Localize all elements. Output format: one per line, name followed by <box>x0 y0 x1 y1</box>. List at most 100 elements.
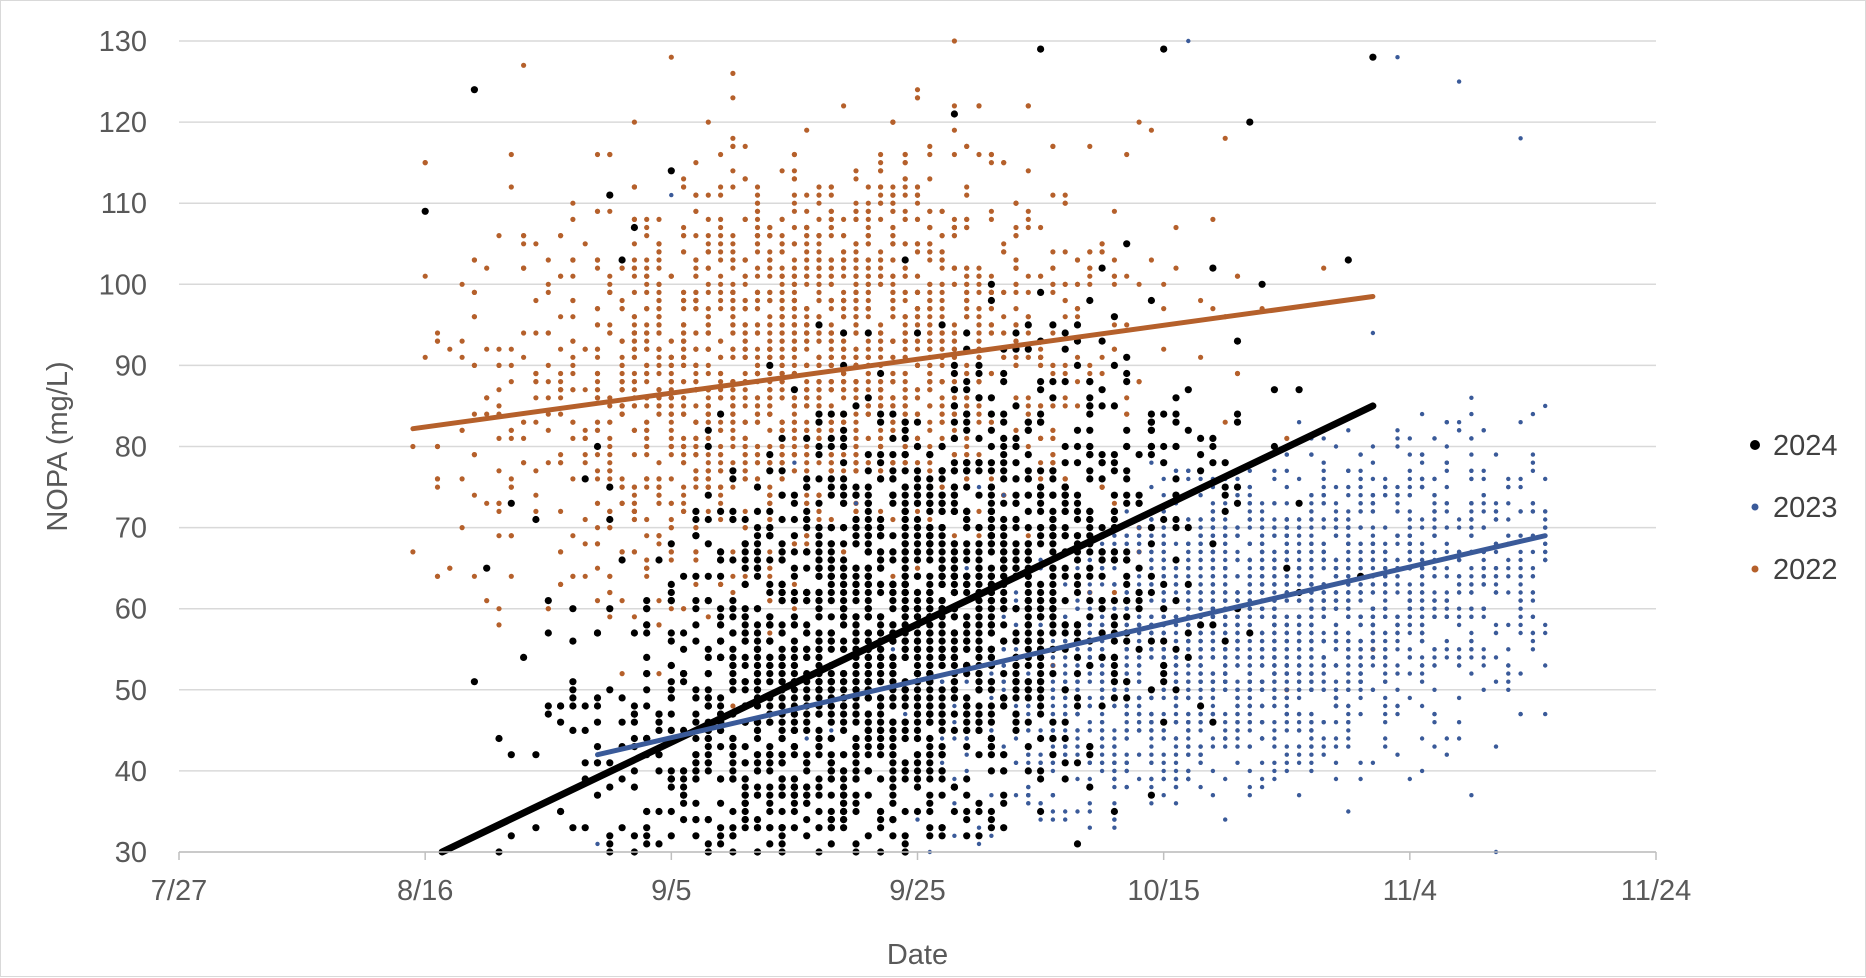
data-point <box>509 363 514 368</box>
data-point <box>1075 403 1080 408</box>
data-point <box>927 306 932 311</box>
data-point <box>1469 566 1473 570</box>
data-point <box>546 606 551 611</box>
data-point <box>1518 509 1522 513</box>
data-point <box>1494 655 1498 659</box>
data-point <box>1272 566 1276 570</box>
data-point <box>1420 485 1424 489</box>
data-point <box>866 371 871 376</box>
data-point <box>964 144 969 149</box>
data-point <box>1186 517 1190 521</box>
data-point <box>1518 598 1522 602</box>
data-point <box>743 330 748 335</box>
data-point <box>718 290 723 295</box>
data-point <box>1531 598 1535 602</box>
data-point <box>681 322 686 327</box>
data-point <box>853 460 858 465</box>
data-point <box>1013 282 1018 287</box>
data-point <box>915 322 920 327</box>
data-point <box>644 557 649 562</box>
data-point <box>1174 753 1178 757</box>
data-point <box>669 55 674 60</box>
data-point <box>1346 574 1350 578</box>
data-point <box>965 566 969 570</box>
data-point <box>1297 542 1301 546</box>
data-point <box>558 549 563 554</box>
data-point <box>1162 598 1166 602</box>
data-point <box>780 444 785 449</box>
data-point <box>656 533 661 538</box>
data-point <box>743 460 748 465</box>
data-point <box>1420 550 1424 554</box>
data-point <box>816 460 821 465</box>
data-point <box>1223 501 1227 505</box>
data-point <box>1322 655 1326 659</box>
data-point <box>681 412 686 417</box>
data-point <box>718 249 723 254</box>
data-point <box>1026 712 1030 716</box>
data-point <box>1051 704 1055 708</box>
data-point <box>952 282 957 287</box>
data-point <box>1445 525 1449 529</box>
data-point <box>681 290 686 295</box>
data-point <box>1346 534 1350 538</box>
data-point <box>1125 688 1129 692</box>
data-point <box>472 363 477 368</box>
data-point <box>940 363 945 368</box>
data-point <box>1162 688 1166 692</box>
data-point <box>1469 396 1473 400</box>
data-point <box>1125 607 1129 611</box>
data-point <box>1457 582 1461 586</box>
data-point <box>755 241 760 246</box>
data-point <box>743 525 748 530</box>
data-point <box>656 371 661 376</box>
data-point <box>1248 655 1252 659</box>
data-point <box>1174 542 1178 546</box>
data-point <box>890 290 895 295</box>
data-point <box>1482 688 1486 692</box>
data-point <box>976 152 981 157</box>
data-point <box>853 322 858 327</box>
data-point <box>1223 136 1228 141</box>
data-point <box>780 298 785 303</box>
data-point <box>1297 517 1301 521</box>
data-point <box>1383 680 1387 684</box>
data-point <box>693 290 698 295</box>
data-point <box>533 509 538 514</box>
data-point <box>1260 761 1264 765</box>
data-point <box>1235 744 1239 748</box>
data-point <box>496 403 501 408</box>
data-point <box>681 225 686 230</box>
data-point <box>1223 558 1227 562</box>
data-point <box>1371 558 1375 562</box>
data-point <box>730 549 735 554</box>
data-point <box>620 403 625 408</box>
data-point <box>1026 103 1031 108</box>
data-point <box>767 347 772 352</box>
data-point <box>866 266 871 271</box>
data-point <box>1518 590 1522 594</box>
data-point <box>644 233 649 238</box>
data-point <box>841 395 846 400</box>
data-point <box>780 339 785 344</box>
data-point <box>1358 663 1362 667</box>
data-point <box>816 387 821 392</box>
data-point <box>1161 306 1166 311</box>
data-point <box>546 330 551 335</box>
data-point <box>1063 696 1067 700</box>
data-point <box>1210 217 1215 222</box>
data-point <box>853 395 858 400</box>
data-point <box>792 209 797 214</box>
data-point <box>718 582 723 587</box>
data-point <box>804 339 809 344</box>
data-point <box>1063 395 1068 400</box>
data-point <box>607 420 612 425</box>
data-point <box>1272 655 1276 659</box>
data-point <box>521 266 526 271</box>
data-point <box>804 493 809 498</box>
data-point <box>706 395 711 400</box>
data-point <box>1026 290 1031 295</box>
data-point <box>509 533 514 538</box>
data-point <box>1334 639 1338 643</box>
data-point <box>558 274 563 279</box>
